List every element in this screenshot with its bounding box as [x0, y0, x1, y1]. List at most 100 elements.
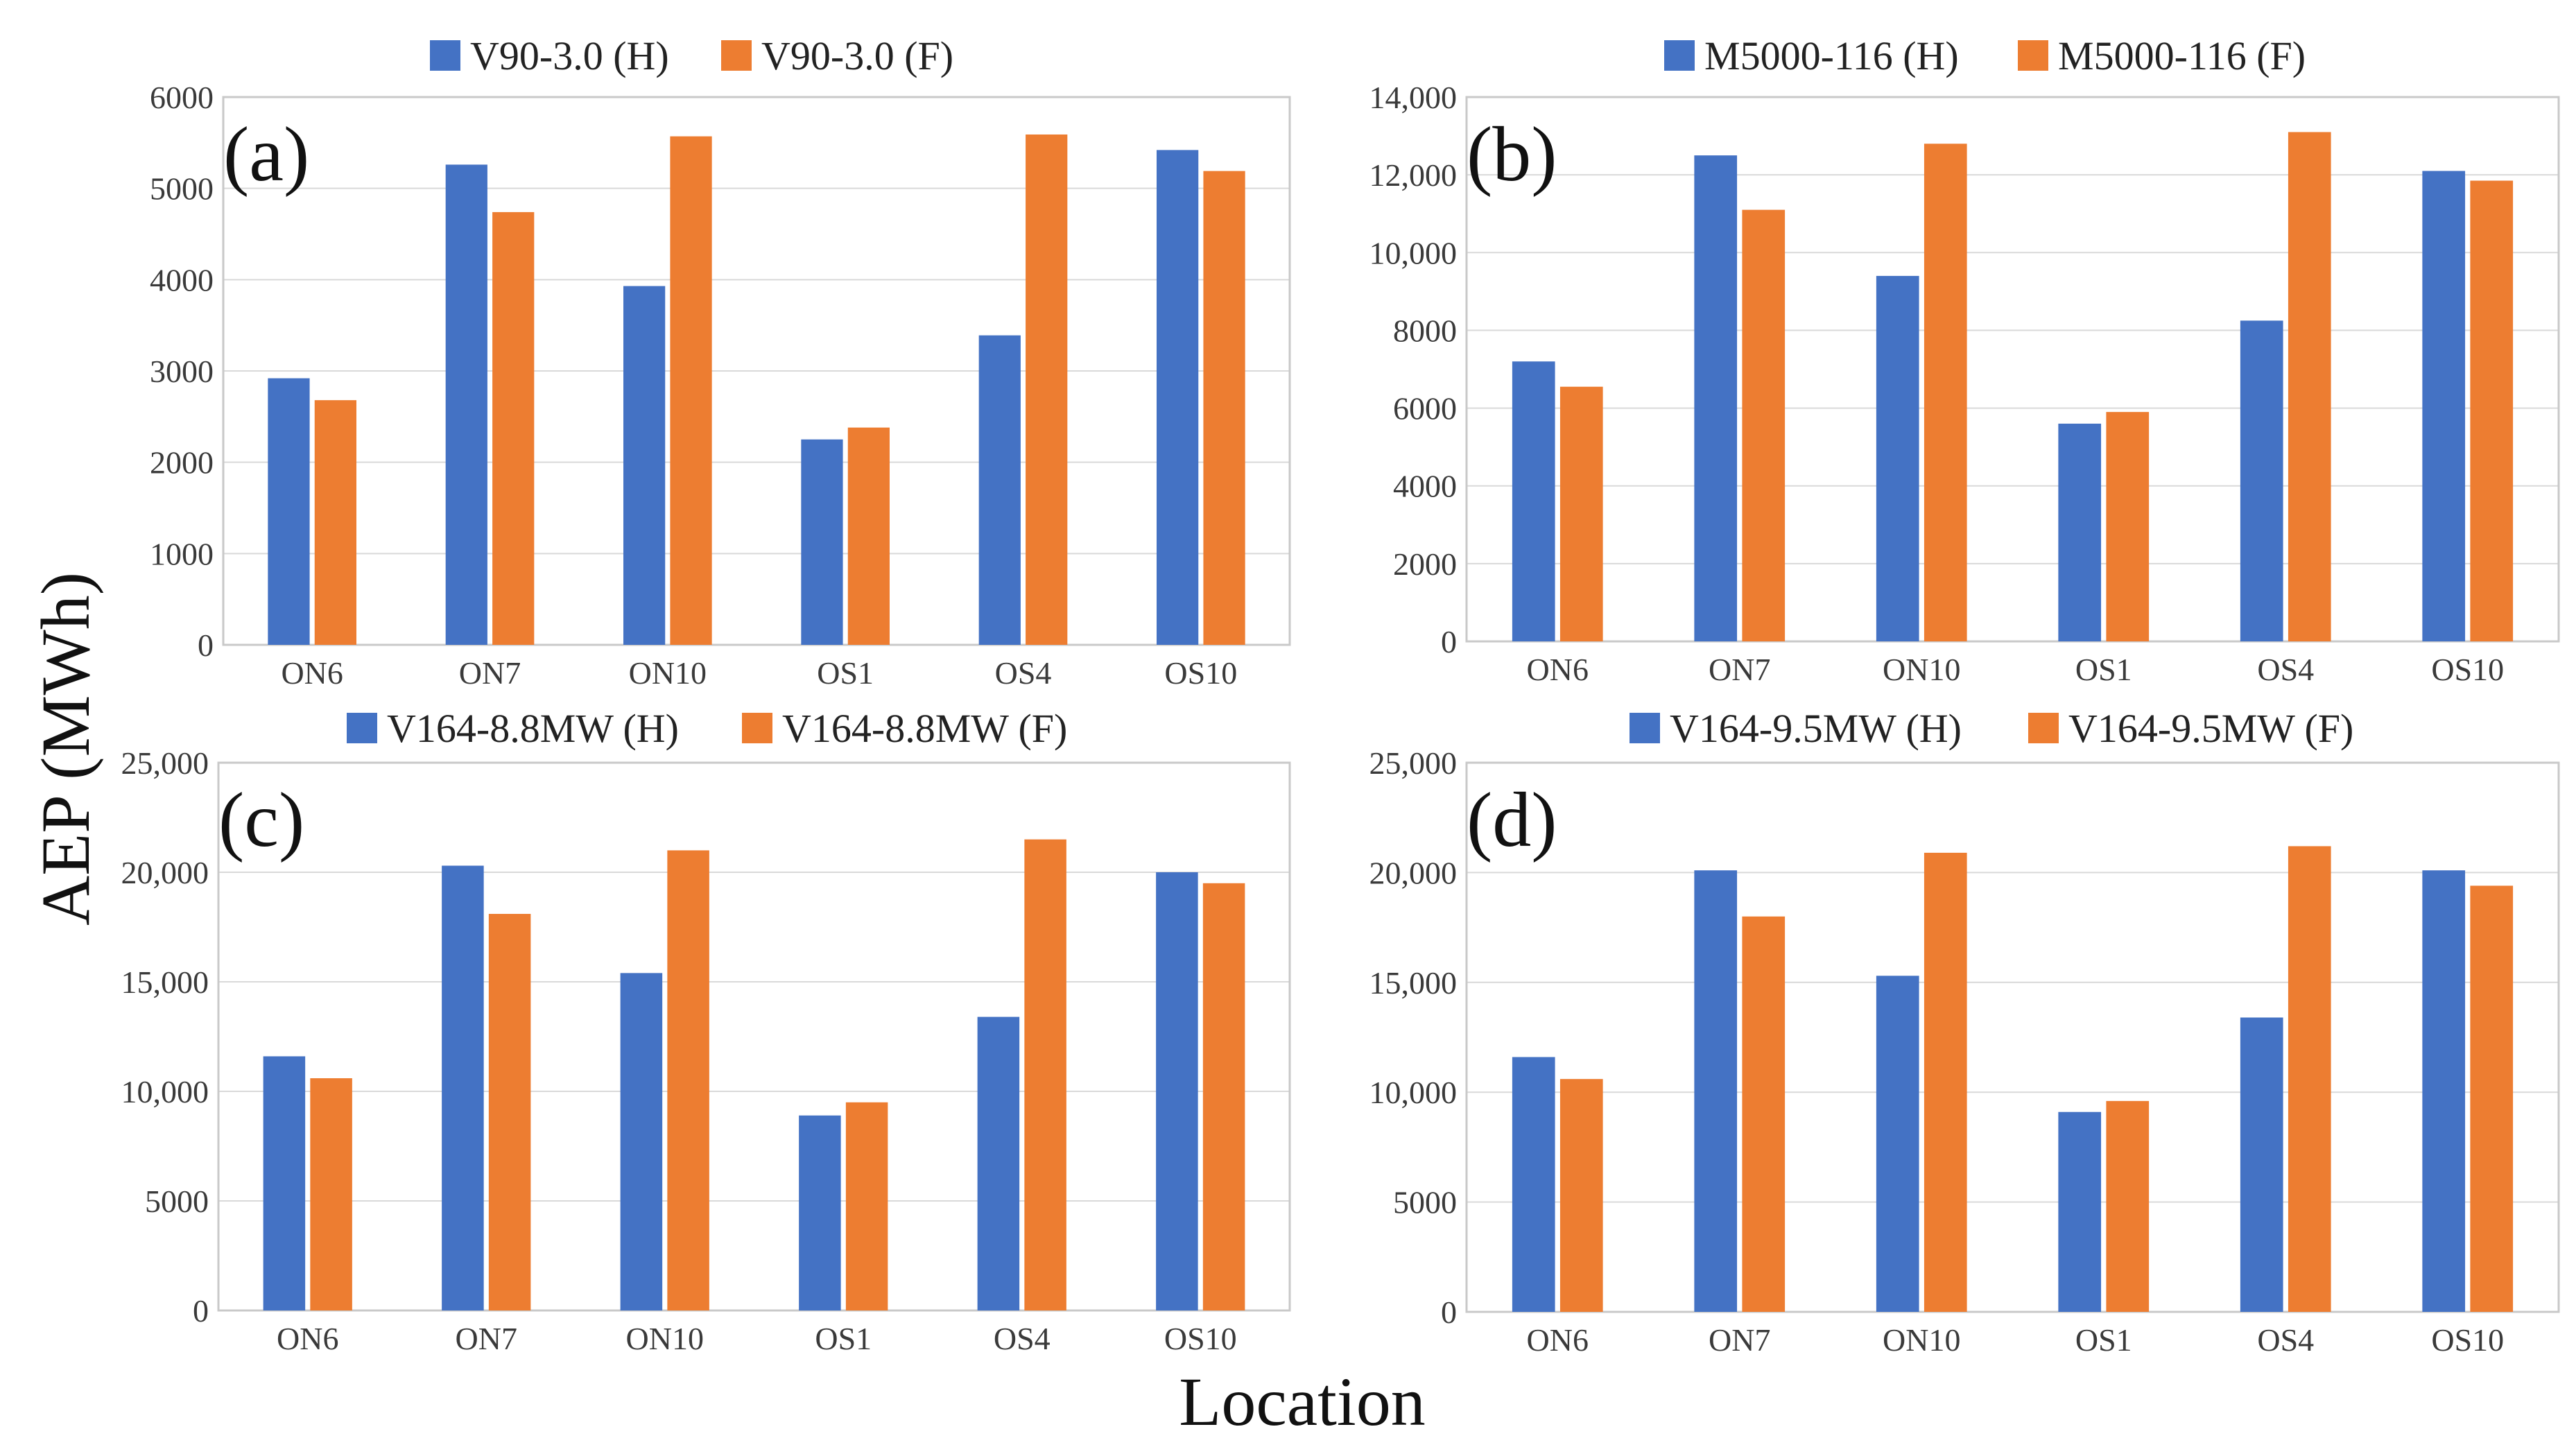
bar-ON6-H [263, 1056, 306, 1310]
y-tick-label: 0 [1441, 624, 1457, 659]
bar-ON10-F [1924, 144, 1967, 642]
bar-ON7-H [1694, 870, 1738, 1312]
bar-OS1-F [2106, 1100, 2150, 1312]
panel-label: (b) [1467, 112, 1557, 198]
y-tick-label: 15,000 [1369, 965, 1458, 1001]
x-tick-label: OS1 [2075, 652, 2132, 687]
legend-label-H: V164-9.5MW (H) [1670, 706, 1962, 751]
chart-panel-1: 0 2000 4000 6000 8000 10,000 12,000 14,000 ON6 ON… [1369, 33, 2560, 687]
y-tick-label: 3000 [150, 354, 214, 389]
bar-ON7-H [445, 164, 487, 645]
bar-ON7-F [1742, 209, 1786, 641]
bar-OS10-F [2470, 180, 2514, 641]
legend-swatch-F [742, 713, 772, 743]
bar-ON6-H [268, 378, 310, 645]
y-axis-title: AEP (MWh) [27, 572, 104, 926]
y-tick-label: 25,000 [1369, 745, 1458, 781]
bar-OS1-F [845, 1102, 888, 1310]
bar-OS10-F [1202, 883, 1245, 1310]
bar-ON7-F [488, 914, 531, 1310]
y-tick-label: 2000 [150, 445, 214, 481]
y-tick-label: 20,000 [121, 855, 209, 890]
x-tick-label: OS10 [1164, 655, 1237, 691]
x-tick-label: ON7 [1709, 652, 1770, 687]
bar-ON10-H [620, 973, 663, 1310]
bar-OS1-F [847, 427, 890, 645]
bar-ON10-F [1924, 852, 1967, 1312]
x-tick-label: ON7 [459, 655, 521, 691]
x-tick-label: ON7 [456, 1321, 517, 1356]
bar-OS10-F [2470, 885, 2514, 1312]
x-tick-label: OS1 [2075, 1322, 2132, 1358]
y-tick-label: 6000 [1393, 391, 1457, 426]
y-tick-label: 0 [193, 1293, 209, 1328]
plot-frame [1465, 96, 2560, 643]
x-tick-label: OS4 [2257, 1322, 2314, 1358]
legend-label-H: V90-3.0 (H) [470, 33, 669, 78]
legend-label-H: M5000-116 (H) [1704, 33, 1959, 78]
y-tick-label: 4000 [150, 262, 214, 297]
bar-ON6-F [310, 1078, 352, 1310]
bar-OS4-F [2288, 846, 2331, 1312]
y-tick-label: 0 [198, 628, 214, 663]
y-tick-label: 10,000 [1369, 235, 1458, 270]
x-tick-label: ON6 [277, 1321, 338, 1356]
x-tick-label: ON10 [1883, 652, 1960, 687]
x-tick-label: ON7 [1709, 1322, 1770, 1358]
legend-label-H: V164-8.8MW (H) [387, 706, 679, 751]
x-tick-label: ON6 [281, 655, 343, 691]
bar-ON7-F [492, 211, 535, 645]
legend-swatch-H [1664, 40, 1695, 71]
bar-ON10-H [623, 286, 666, 645]
panel-label: (a) [223, 112, 309, 198]
x-tick-label: OS1 [815, 1321, 872, 1356]
plot-frame [217, 761, 1291, 1312]
x-axis-title: Location [1179, 1363, 1425, 1440]
bar-OS4-F [2288, 132, 2331, 641]
bar-ON6-F [1559, 1079, 1603, 1312]
y-tick-label: 6000 [150, 80, 214, 115]
bar-ON10-H [1876, 976, 1919, 1312]
bar-OS10-H [1157, 150, 1199, 645]
plot-frame [1465, 761, 2560, 1313]
x-tick-label: OS1 [817, 655, 874, 691]
bar-ON7-F [1742, 916, 1786, 1312]
x-tick-label: OS10 [2431, 652, 2504, 687]
bar-ON10-F [670, 136, 712, 645]
legend-swatch-F [2018, 40, 2048, 71]
x-tick-label: ON10 [1883, 1322, 1960, 1358]
bar-OS4-H [2240, 320, 2283, 641]
y-tick-label: 5000 [150, 171, 214, 207]
legend-swatch-H [347, 713, 377, 743]
chart-panel-3: 0 5000 10,000 15,000 20,000 25,000 ON6 ON7 ON10 O… [1369, 706, 2560, 1358]
x-tick-label: ON10 [629, 655, 707, 691]
x-tick-label: OS4 [995, 655, 1052, 691]
x-tick-label: OS4 [2257, 652, 2314, 687]
chart-panel-2: 0 5000 10,000 15,000 20,000 25,000 ON6 ON7 ON10 O… [121, 706, 1291, 1356]
legend-label-F: V90-3.0 (F) [761, 33, 953, 78]
bar-OS4-H [977, 1016, 1020, 1310]
bar-OS10-H [1156, 872, 1198, 1310]
y-tick-label: 8000 [1393, 313, 1457, 348]
x-tick-label: OS4 [994, 1321, 1051, 1356]
bar-ON6-H [1512, 1057, 1555, 1312]
x-tick-label: ON6 [1527, 1322, 1589, 1358]
bar-ON7-H [1694, 155, 1738, 641]
panels: 0 1000 2000 3000 4000 5000 6000 ON6 ON7 ON10 OS1 OS… [121, 33, 2560, 1358]
y-tick-label: 12,000 [1369, 157, 1458, 193]
legend-swatch-H [430, 40, 460, 71]
y-tick-label: 10,000 [1369, 1075, 1458, 1110]
y-tick-label: 15,000 [121, 964, 209, 1000]
legend-label-F: V164-9.5MW (F) [2068, 706, 2353, 751]
x-tick-label: OS10 [1164, 1321, 1237, 1356]
legend-label-F: V164-8.8MW (F) [782, 706, 1067, 751]
y-tick-label: 0 [1441, 1295, 1457, 1330]
bar-OS1-H [2058, 1111, 2102, 1312]
bar-OS4-F [1024, 839, 1066, 1310]
bar-OS1-H [801, 439, 843, 645]
bar-OS4-H [978, 335, 1021, 645]
bar-OS1-F [2106, 412, 2150, 641]
legend-swatch-H [1630, 713, 1660, 743]
bar-ON10-F [667, 850, 709, 1310]
